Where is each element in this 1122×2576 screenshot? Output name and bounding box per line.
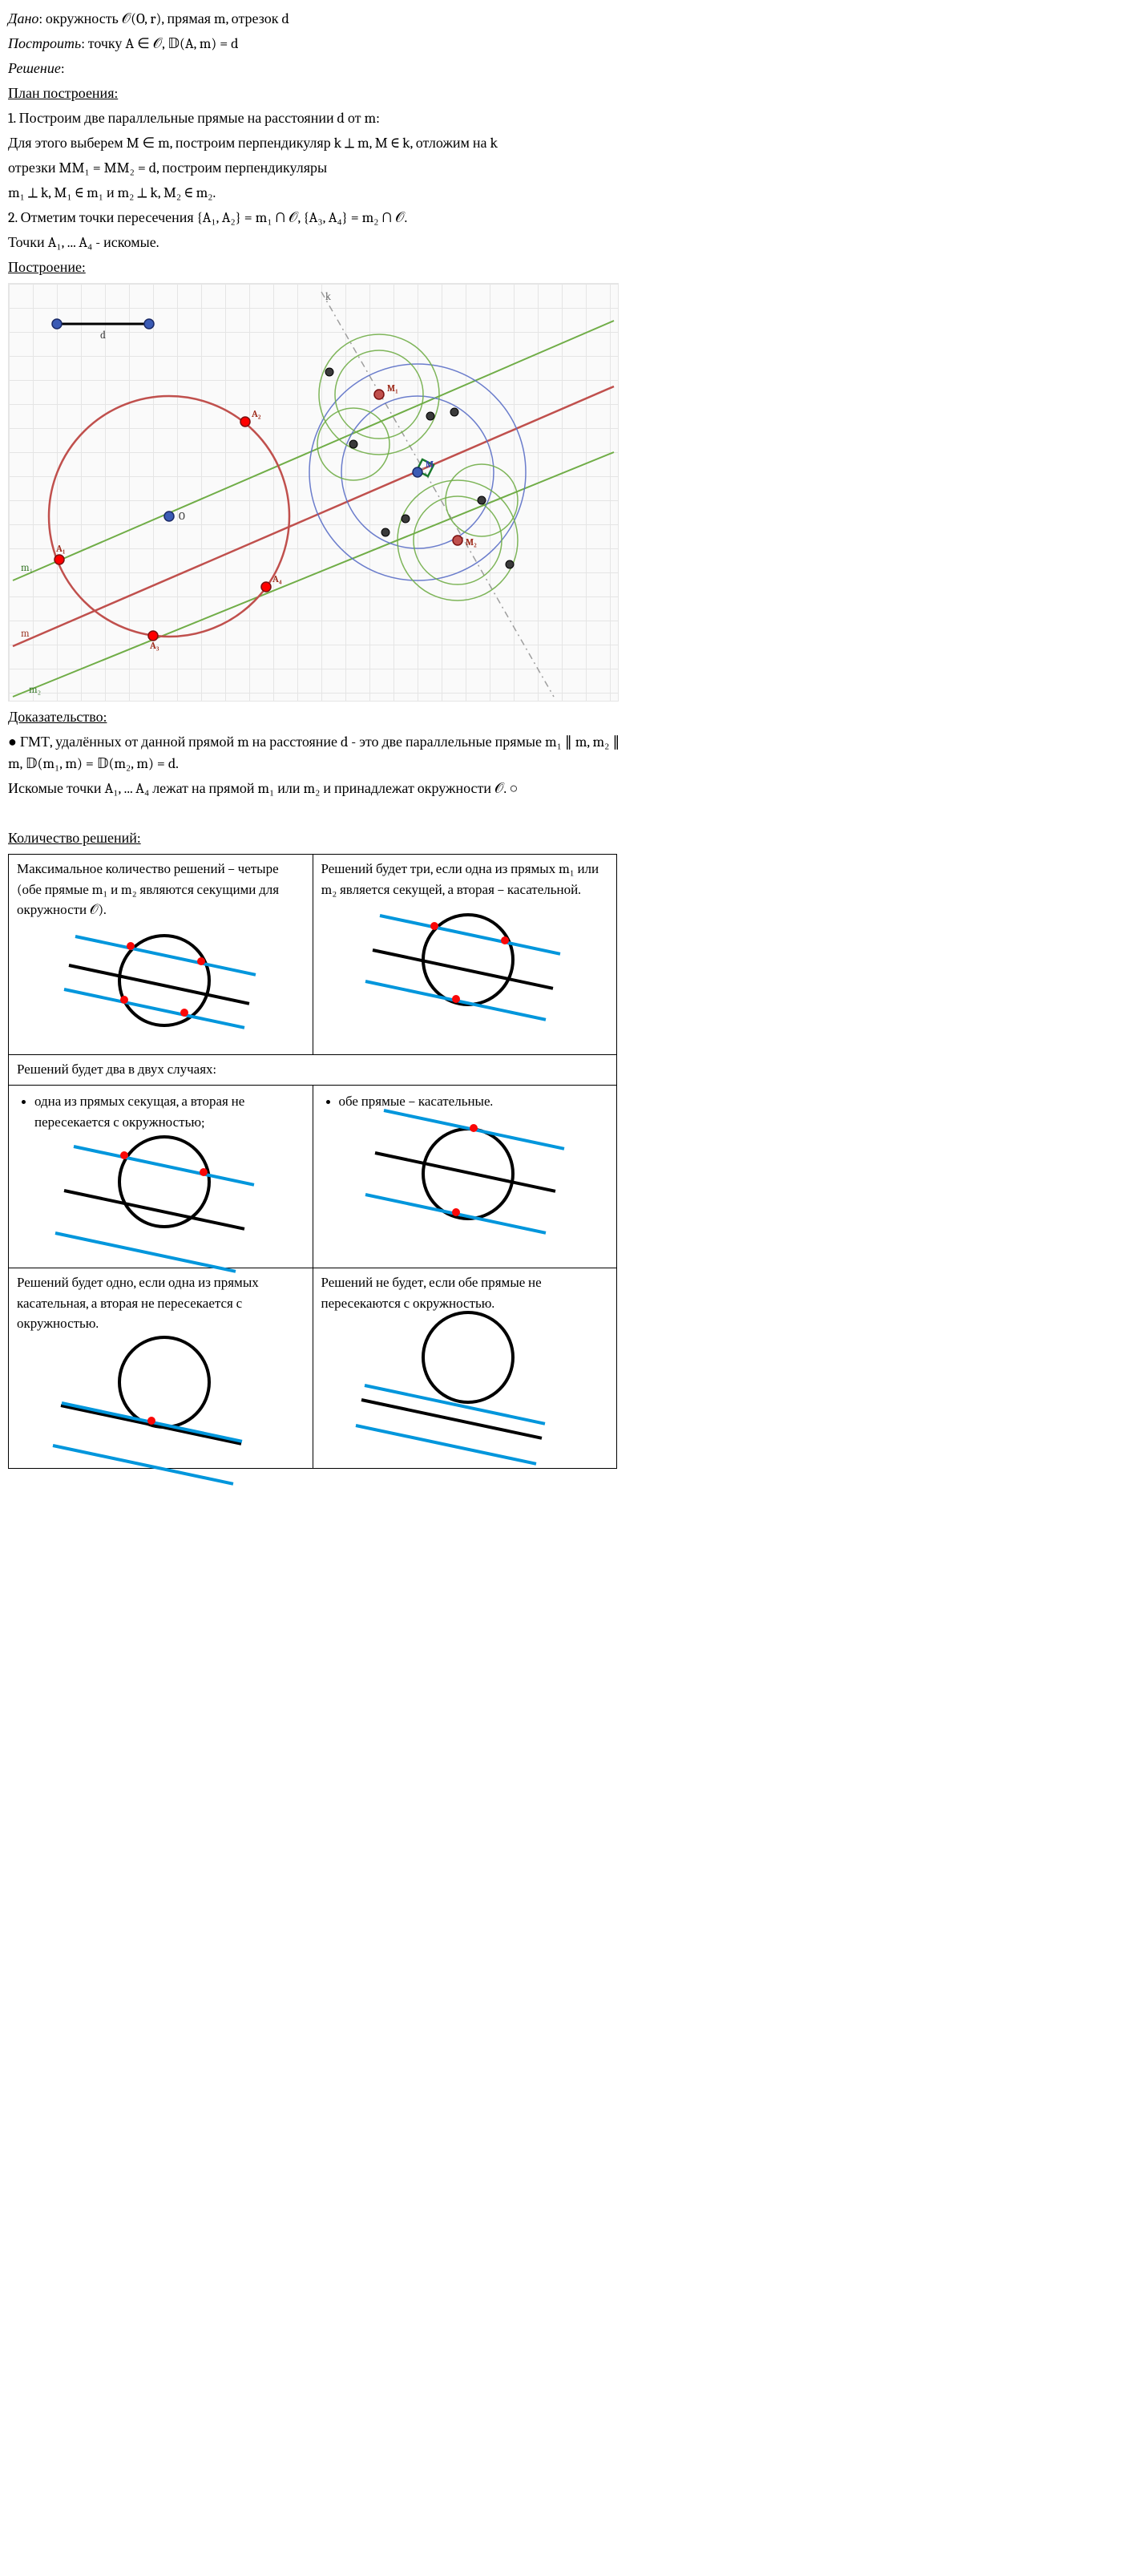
diagram-0sol xyxy=(321,1314,609,1442)
count-title: Количество решений: xyxy=(8,827,633,849)
solution-line: Решение: xyxy=(8,58,633,79)
svg-text:M₂: M₂ xyxy=(466,536,477,548)
cell-1sol: Решений будет одно, если одна из прямых … xyxy=(9,1268,313,1469)
svg-text:k: k xyxy=(325,291,331,303)
svg-text:m: m xyxy=(21,628,30,640)
plan-step1a: 1. Построим две параллельные прямые на р… xyxy=(8,107,633,129)
build-line: Построить: точку A ∈ 𝒪, 𝔻(A, m) = d xyxy=(8,33,633,55)
build-text: : точку A ∈ 𝒪, 𝔻(A, m) = d xyxy=(81,35,238,52)
cell-2sol-b-text: обе прямые – касательные. xyxy=(339,1092,609,1113)
proof-title: Доказательство: xyxy=(8,706,633,728)
proof-p1: ● ГМТ, удалённых от данной прямой m на р… xyxy=(8,731,633,774)
svg-text:m₁: m₁ xyxy=(21,562,33,574)
cell-0sol: Решений не будет, если обе прямые не пер… xyxy=(313,1268,617,1469)
diagram-4sol xyxy=(17,921,305,1049)
svg-text:m₂: m₂ xyxy=(29,684,41,696)
svg-text:d: d xyxy=(100,330,106,342)
plan-step2a: 2. Отметим точки пересечения {A₁, A₂} = … xyxy=(8,207,633,228)
svg-text:A₁: A₁ xyxy=(55,543,66,554)
svg-text:M₁: M₁ xyxy=(387,382,398,394)
diagram-2sol-b xyxy=(321,1114,609,1243)
solution-colon: : xyxy=(61,60,65,77)
diagram-2sol-a xyxy=(17,1134,305,1263)
svg-text:A₄: A₄ xyxy=(272,573,282,584)
solution-label: Решение xyxy=(8,60,61,77)
cell-2sol-a: одна из прямых секущая, а вторая не пере… xyxy=(9,1086,313,1268)
plan-step1b: Для этого выберем M ∈ m, построим перпен… xyxy=(8,132,633,154)
given-line: Дано: окружность 𝒪(O, r), прямая m, отре… xyxy=(8,8,633,30)
svg-text:O: O xyxy=(179,511,185,523)
plan-step2b: Точки A₁, ... A₄ - искомые. xyxy=(8,232,633,253)
plan-step1c: отрезки MM₁ = MM₂ = d, построим перпенди… xyxy=(8,157,633,179)
main-figure: d O M M₁ M₂ A₁ A₂ A₃ A₄ m m₁ m₂ k xyxy=(8,283,619,702)
construction-title: Построение: xyxy=(8,257,633,278)
cell-1sol-text: Решений будет одно, если одна из прямых … xyxy=(17,1273,305,1335)
proof-p2: Искомые точки A₁, ... A₄ лежат на прямой… xyxy=(8,778,633,799)
cell-3sol-text: Решений будет три, если одна из прямых m… xyxy=(321,859,609,900)
cell-2sol-a-text: одна из прямых секущая, а вторая не пере… xyxy=(34,1092,305,1133)
cell-4sol-text: Максимальное количество решений – четыре… xyxy=(17,859,305,921)
svg-text:A₂: A₂ xyxy=(251,408,261,419)
given-label: Дано xyxy=(8,10,38,27)
solutions-table: Максимальное количество решений – четыре… xyxy=(8,854,617,1469)
svg-text:A₃: A₃ xyxy=(149,640,159,651)
cell-3sol: Решений будет три, если одна из прямых m… xyxy=(313,855,617,1055)
plan-step1d: m₁ ⟂ k, M₁ ∈ m₁ и m₂ ⟂ k, M₂ ∈ m₂. xyxy=(8,182,633,204)
plan-title: План построения: xyxy=(8,83,633,104)
cell-0sol-text: Решений не будет, если обе прямые не пер… xyxy=(321,1273,609,1314)
diagram-3sol xyxy=(321,900,609,1029)
diagram-1sol xyxy=(17,1335,305,1463)
given-text: : окружность 𝒪(O, r), прямая m, отрезок … xyxy=(38,10,289,27)
cell-2sol-header: Решений будет два в двух случаях: xyxy=(9,1054,617,1086)
svg-text:M: M xyxy=(426,459,434,470)
cell-2sol-b: обе прямые – касательные. xyxy=(313,1086,617,1268)
cell-4sol: Максимальное количество решений – четыре… xyxy=(9,855,313,1055)
build-label: Построить xyxy=(8,35,81,52)
